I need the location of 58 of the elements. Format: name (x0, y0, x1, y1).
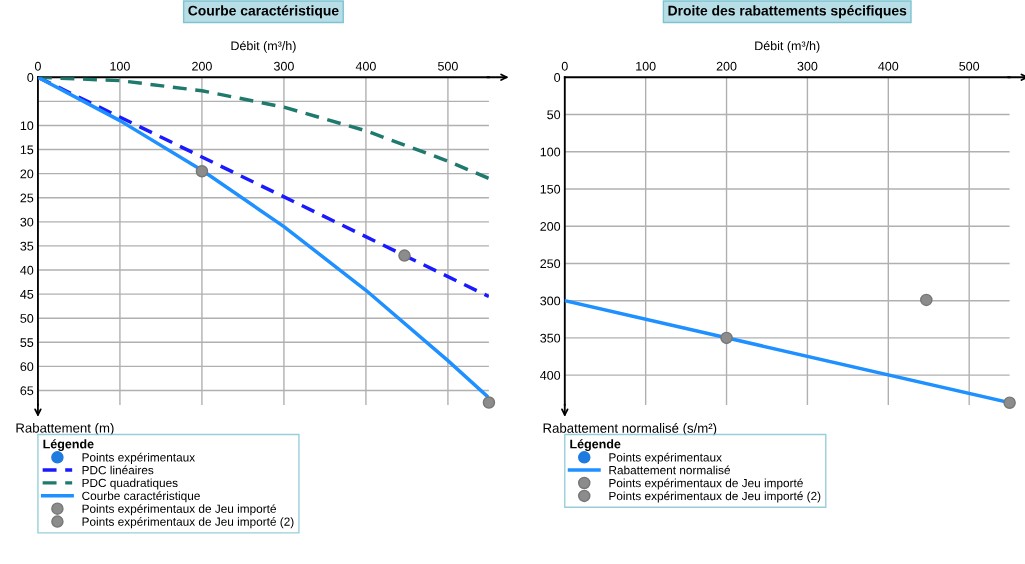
legend-label: Points expérimentaux de Jeu importé (2) (82, 517, 294, 529)
legend-label: Points expérimentaux (82, 452, 195, 464)
legend-label: Points expérimentaux de Jeu importé (609, 478, 803, 490)
legend-label: PDC quadratiques (82, 478, 178, 490)
y-tick-label: 350 (540, 333, 561, 343)
x-tick-label: 300 (273, 61, 294, 71)
y-tick-label: 10 (20, 121, 34, 131)
y-tick-label: 150 (540, 184, 561, 194)
y-tick-label: 50 (547, 110, 561, 120)
x-tick-label: 200 (192, 61, 212, 71)
x-tick-label: 300 (797, 61, 818, 71)
y-tick-label: 45 (20, 290, 34, 299)
y-tick-label: 250 (540, 259, 561, 269)
legend-label: Points expérimentaux (609, 452, 722, 464)
legend-label: Rabattement normalisé (609, 465, 730, 475)
y-tick-label: 35 (20, 241, 34, 251)
y-tick-label: 15 (20, 145, 34, 155)
y-axis-title: Rabattement normalisé (s/m²) (543, 422, 717, 436)
x-tick-label: 400 (355, 61, 376, 71)
y-tick-label: 50 (20, 314, 34, 323)
legend-label: Courbe caractéristique (82, 491, 200, 503)
y-tick-label: 20 (20, 169, 34, 179)
chart-title: Courbe caractéristique (188, 5, 339, 19)
y-axis-title: Rabattement (m) (16, 422, 114, 436)
x-tick-label: 0 (34, 61, 41, 71)
x-axis-title: Débit (m³/h) (231, 40, 296, 53)
point (195, 164, 209, 178)
y-tick-label: 55 (20, 338, 34, 347)
legend-label: Points expérimentaux de Jeu importé (82, 504, 276, 516)
y-tick-label: 200 (540, 222, 561, 231)
chart-title: Droite des rabattements spécifiques (668, 5, 907, 19)
x-axis-title: Débit (m³/h) (755, 40, 820, 53)
x-tick-label: 500 (959, 61, 980, 71)
point (482, 396, 496, 409)
legend-title: Légende (570, 439, 621, 451)
y-tick-label: 0 (27, 73, 34, 82)
y-tick-label: 65 (20, 386, 34, 396)
legend-label: Points expérimentaux de Jeu importé (2) (609, 491, 821, 503)
y-tick-label: 60 (20, 362, 34, 372)
x-tick-label: 400 (878, 61, 899, 71)
x-tick-label: 100 (110, 61, 130, 71)
x-tick-label: 0 (561, 61, 568, 71)
x-tick-label: 100 (636, 61, 656, 71)
y-tick-label: 0 (554, 73, 561, 82)
x-tick-label: 200 (716, 61, 737, 71)
y-tick-label: 400 (540, 370, 561, 380)
legend-label: PDC linéaires (82, 465, 154, 475)
point (920, 293, 933, 307)
y-tick-label: 25 (20, 193, 34, 203)
y-tick-label: 100 (540, 147, 561, 157)
point (720, 331, 733, 345)
y-tick-label: 30 (20, 217, 34, 227)
x-tick-label: 500 (438, 61, 458, 71)
point (398, 249, 411, 262)
legend-title: Légende (43, 439, 94, 451)
point (1003, 396, 1016, 409)
y-tick-label: 300 (540, 296, 561, 306)
y-tick-label: 40 (20, 265, 34, 275)
